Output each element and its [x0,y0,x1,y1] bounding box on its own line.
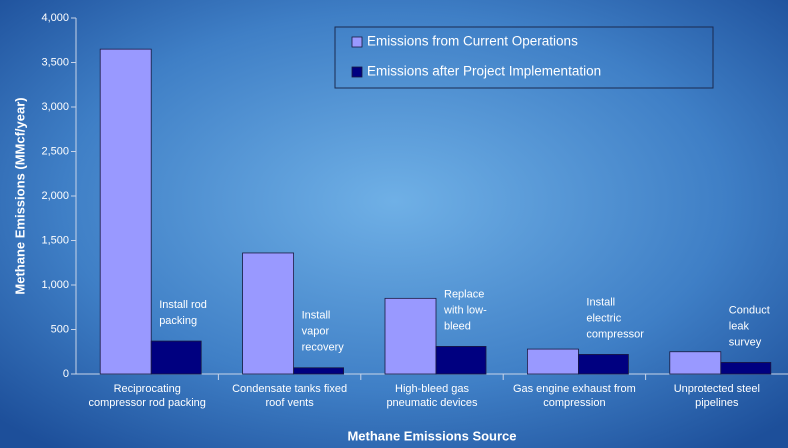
legend-label: Emissions from Current Operations [367,34,578,49]
annotation: leak [729,320,750,332]
x-tick-label: Reciprocating compressor rod packing [89,383,206,409]
annotation: recovery [302,342,345,354]
annotation: Replace [444,288,484,300]
annotation: compressor [586,328,644,340]
annotation: electric [586,312,621,324]
y-tick-label: 3,000 [41,101,69,113]
y-tick-label: 2,500 [41,145,69,157]
bar [150,340,202,375]
annotation: Install [586,296,615,308]
annotation: Install [302,310,331,322]
y-tick-label: 3,500 [41,56,69,68]
x-tick-label: High-bleed gas pneumatic devices [386,383,478,409]
annotation: Conduct [729,304,770,316]
annotation: survey [729,336,762,348]
x-tick-label: Gas engine exhaust from compression [513,383,636,409]
bar [527,348,579,375]
y-tick-label: 1,500 [41,234,69,246]
annotation: bleed [444,320,471,332]
annotation: with low- [443,304,487,316]
legend-swatch [351,36,363,48]
bar [578,354,629,375]
bar [293,367,345,375]
x-tick-label: Unprotected steel pipelines [674,383,760,409]
bar [384,297,437,375]
y-tick-label: 2,000 [41,190,69,202]
legend-swatch [351,66,363,78]
x-axis-title: Methane Emissions Source [347,428,516,443]
y-tick-label: 4,000 [41,12,69,24]
y-tick-label: 0 [63,368,69,380]
bar [242,252,295,375]
x-tick-label: Condensate tanks fixed roof vents [232,383,347,409]
y-axis-title: Methane Emissions (MMcf/year) [12,97,27,294]
annotation: Install rod [159,299,207,311]
legend-label: Emissions after Project Implementation [367,64,601,79]
legend-box [334,26,714,89]
bar [435,346,487,375]
annotation: vapor [302,326,330,338]
bar [720,362,772,375]
bar [669,351,722,375]
annotation: packing [159,315,197,327]
y-tick-label: 1,000 [41,279,69,291]
bar [99,48,152,375]
y-tick-label: 500 [51,323,69,335]
